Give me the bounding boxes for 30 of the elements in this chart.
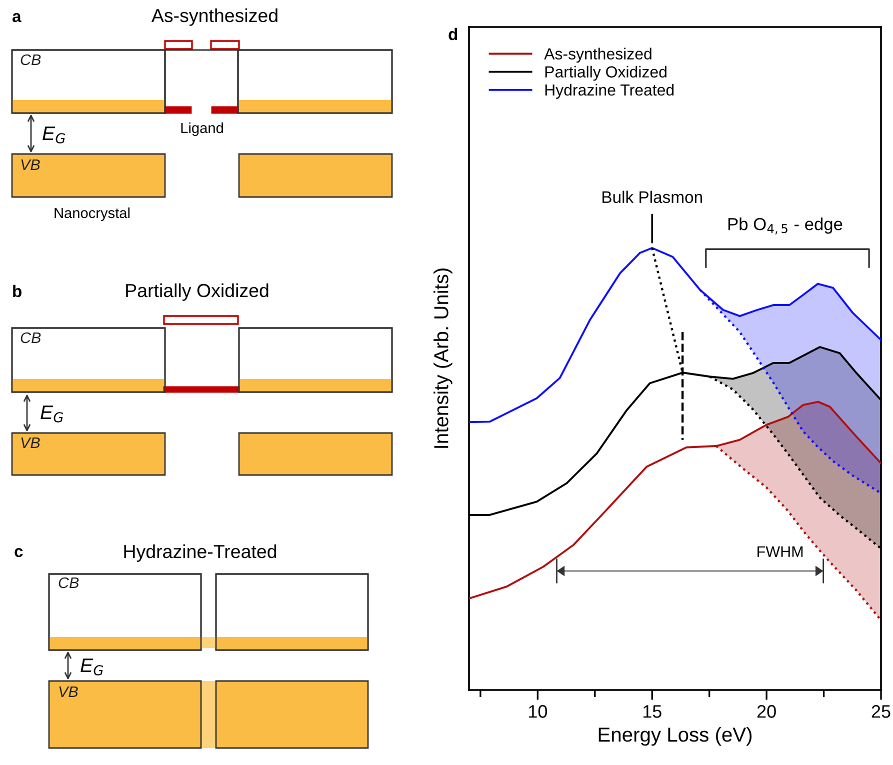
- x-tick-label: 20: [757, 705, 776, 718]
- text: Nanocrystal: [54, 207, 130, 222]
- text: CB: [58, 577, 79, 588]
- x-tick-label: 10: [529, 705, 548, 718]
- text: E$_{G}$: [80, 658, 104, 676]
- text: CB: [20, 54, 41, 66]
- text: Pb O$_{4,5}$ - edge: [728, 218, 842, 234]
- legend-label: Hydrazine Treated: [545, 84, 674, 99]
- text: E$_{G}$: [40, 406, 64, 422]
- text: VB: [21, 159, 40, 170]
- text: c: [14, 548, 23, 558]
- x-axis-title: Energy Loss (eV): [598, 726, 752, 746]
- text: Hydrazine-Treated: [124, 544, 276, 562]
- annotation: FWHM: [758, 546, 803, 557]
- text: Ligand: [181, 122, 223, 136]
- text: a: [12, 13, 22, 22]
- text: d: [448, 28, 458, 40]
- text: As-synthesized: [151, 8, 278, 26]
- legend-label: As-synthesized: [544, 48, 652, 63]
- legend-label: Partially Oxidized: [545, 66, 666, 81]
- text: CB: [20, 332, 41, 344]
- y-axis-title: Intensity (Arb. Units): [434, 268, 452, 448]
- x-tick-label: 15: [643, 705, 662, 718]
- text: b: [13, 284, 22, 298]
- x-tick-label: 25: [872, 705, 890, 718]
- text: VB: [59, 686, 78, 697]
- text: Partially Oxidized: [126, 283, 268, 301]
- text: E$_{G}$: [42, 126, 66, 144]
- text: VB: [21, 437, 40, 448]
- annotation: Bulk Plasmon: [602, 190, 702, 204]
